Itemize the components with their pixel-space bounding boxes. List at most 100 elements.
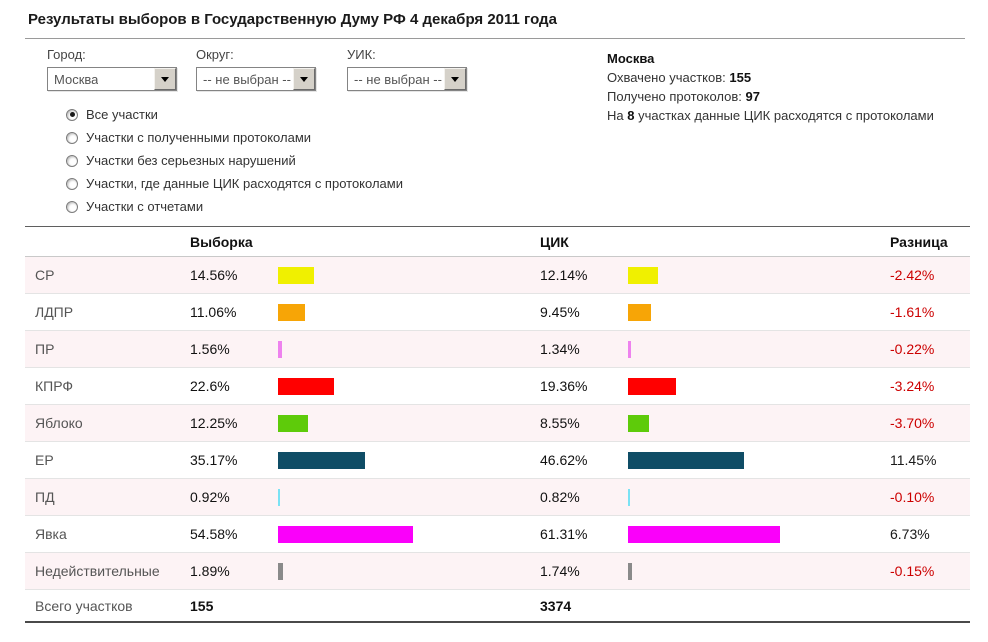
chevron-down-icon [161, 76, 169, 82]
radio-icon [66, 131, 78, 144]
cik-bar [628, 340, 631, 358]
uik-select-value: -- не выбран -- [354, 71, 442, 87]
radio-stations-with-protocols[interactable]: Участки с полученными протоколами [66, 126, 403, 149]
diff-value: 6.73% [890, 526, 930, 542]
radio-icon [66, 108, 78, 121]
covered-stations-line: Охвачено участков: 155 [607, 70, 752, 85]
sample-percent: 54.58% [190, 526, 238, 542]
cik-percent: 19.36% [540, 378, 588, 394]
cik-bar [628, 377, 676, 395]
sample-percent: 11.06% [190, 304, 237, 320]
table-row: Недействительные 1.89% 1.74% -0.15% [25, 553, 970, 590]
cik-percent: 12.14% [540, 267, 588, 283]
cik-percent: 9.45% [540, 304, 580, 320]
sample-percent: 1.56% [190, 341, 230, 357]
totals-label: Всего участков [35, 597, 133, 614]
uik-select-button[interactable] [444, 68, 466, 90]
sample-bar [278, 525, 413, 543]
page-title: Результаты выборов в Государственную Дум… [28, 11, 557, 28]
station-filter-radio-group: Все участки Участки с полученными проток… [66, 103, 403, 218]
cik-bar [628, 451, 744, 469]
radio-icon [66, 154, 78, 167]
sample-percent: 1.89% [190, 563, 230, 579]
party-name: Явка [35, 526, 67, 542]
diff-value: -3.70% [890, 415, 935, 431]
diff-value: -2.42% [890, 267, 935, 283]
sample-bar [278, 451, 365, 469]
title-divider [25, 38, 965, 39]
totals-sample: 155 [190, 597, 214, 614]
table-row: Яблоко 12.25% 8.55% -3.70% [25, 405, 970, 442]
district-label: Округ: [196, 47, 234, 62]
uik-label: УИК: [347, 47, 376, 62]
uik-select[interactable]: -- не выбран -- [347, 67, 467, 91]
district-filter: Округ: -- не выбран -- [196, 47, 316, 91]
table-row: СР 14.56% 12.14% -2.42% [25, 257, 970, 294]
diff-value: -1.61% [890, 304, 935, 320]
uik-filter: УИК: -- не выбран -- [347, 47, 467, 91]
table-row: Явка 54.58% 61.31% 6.73% [25, 516, 970, 553]
radio-stations-no-violations[interactable]: Участки без серьезных нарушений [66, 149, 403, 172]
cik-percent: 46.62% [540, 452, 588, 468]
table-row: ЕР 35.17% 46.62% 11.45% [25, 442, 970, 479]
city-select-value: Москва [54, 71, 99, 87]
sample-percent: 35.17% [190, 452, 238, 468]
party-name: Недействительные [35, 563, 160, 579]
district-select-value: -- не выбран -- [203, 71, 291, 87]
sample-bar [278, 488, 280, 506]
party-name: ПД [35, 489, 55, 505]
diverge-line: На 8 участках данные ЦИК расходятся с пр… [607, 108, 934, 123]
cik-percent: 0.82% [540, 489, 580, 505]
cik-percent: 8.55% [540, 415, 580, 431]
column-header-sample: Выборка [190, 233, 253, 250]
district-select[interactable]: -- не выбран -- [196, 67, 316, 91]
sample-percent: 0.92% [190, 489, 230, 505]
totals-cik: 3374 [540, 597, 572, 614]
diff-value: -0.22% [890, 341, 935, 357]
sample-percent: 12.25% [190, 415, 238, 431]
city-select-button[interactable] [154, 68, 176, 90]
city-label: Город: [47, 47, 86, 62]
chevron-down-icon [300, 76, 308, 82]
diff-value: -0.10% [890, 489, 935, 505]
table-row: КПРФ 22.6% 19.36% -3.24% [25, 368, 970, 405]
table-row: ПД 0.92% 0.82% -0.10% [25, 479, 970, 516]
cik-bar [628, 488, 630, 506]
cik-bar [628, 525, 780, 543]
sample-bar [278, 303, 305, 321]
region-summary: Москва Охвачено участков: 155 Получено п… [607, 49, 957, 125]
radio-all-stations[interactable]: Все участки [66, 103, 403, 126]
party-name: ЛДПР [35, 304, 74, 320]
totals-row: Всего участков 155 3374 [25, 590, 970, 623]
radio-stations-cik-diverges[interactable]: Участки, где данные ЦИК расходятся с про… [66, 172, 403, 195]
received-protocols-line: Получено протоколов: 97 [607, 89, 760, 104]
table-row: ЛДПР 11.06% 9.45% -1.61% [25, 294, 970, 331]
radio-icon [66, 200, 78, 213]
results-table: Выборка ЦИК Разница СР 14.56% 12.14% -2.… [25, 226, 970, 623]
chevron-down-icon [451, 76, 459, 82]
table-body: СР 14.56% 12.14% -2.42% ЛДПР 11.06% 9.45… [25, 257, 970, 590]
city-select[interactable]: Москва [47, 67, 177, 91]
column-header-cik: ЦИК [540, 233, 569, 250]
district-select-button[interactable] [293, 68, 315, 90]
sample-bar [278, 340, 282, 358]
diff-value: -3.24% [890, 378, 935, 394]
sample-bar [278, 414, 308, 432]
diff-value: -0.15% [890, 563, 935, 579]
cik-bar [628, 414, 649, 432]
cik-percent: 61.31% [540, 526, 588, 542]
party-name: ПР [35, 341, 55, 357]
radio-icon [66, 177, 78, 190]
sample-percent: 14.56% [190, 267, 238, 283]
party-name: Яблоко [35, 415, 83, 431]
radio-stations-with-reports[interactable]: Участки с отчетами [66, 195, 403, 218]
sample-bar [278, 266, 314, 284]
sample-bar [278, 377, 334, 395]
party-name: СР [35, 267, 55, 283]
cik-bar [628, 562, 632, 580]
sample-bar [278, 562, 283, 580]
cik-percent: 1.34% [540, 341, 580, 357]
cik-bar [628, 303, 651, 321]
table-row: ПР 1.56% 1.34% -0.22% [25, 331, 970, 368]
party-name: ЕР [35, 452, 54, 468]
